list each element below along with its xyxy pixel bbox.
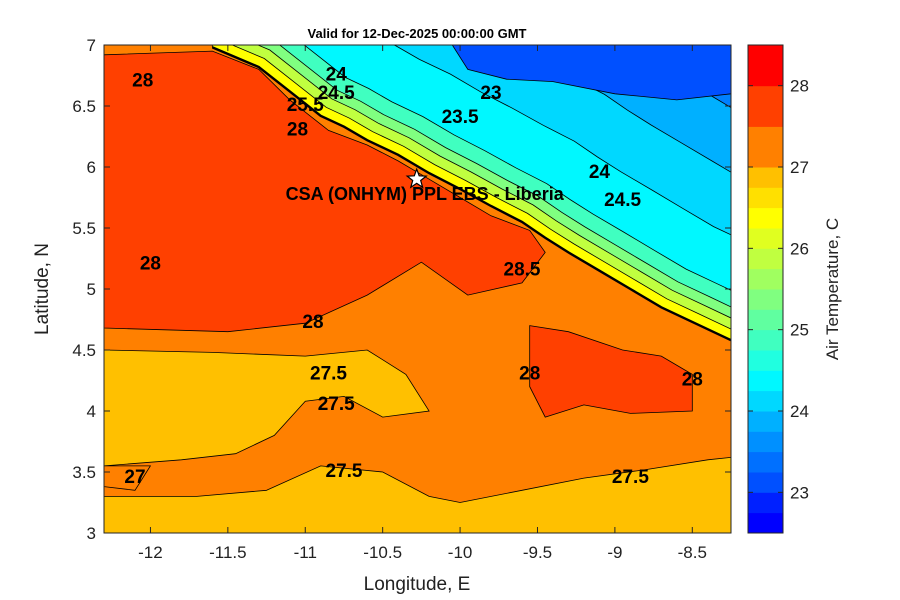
- x-tick-label: -12: [138, 543, 163, 562]
- site-label: CSA (ONHYM) PPL EBS - Liberia: [286, 184, 565, 204]
- contour-label: 23: [480, 83, 501, 104]
- y-tick-label: 6: [87, 158, 96, 177]
- star-icon: [405, 167, 428, 189]
- colorbar-swatch: [748, 207, 783, 229]
- contour-label: 25.5: [287, 95, 324, 116]
- colorbar-swatch: [748, 512, 783, 534]
- x-tick-label: -10.5: [363, 543, 402, 562]
- contour-label: 28: [302, 312, 323, 333]
- colorbar-swatch: [748, 431, 783, 453]
- colorbar-tick-label: 23: [790, 483, 809, 502]
- x-tick-label: -9: [607, 543, 622, 562]
- colorbar-swatch: [748, 329, 783, 351]
- colorbar-tick-label: 24: [790, 402, 809, 421]
- region-27.5-2: [104, 349, 430, 467]
- contour-label: 27.5: [612, 467, 649, 488]
- contour-label: 24: [589, 162, 611, 183]
- y-axis-label: Latitude, N: [32, 243, 53, 335]
- contour-label: 27.5: [318, 394, 355, 415]
- y-tick-label: 4.5: [72, 341, 96, 360]
- y-tick-label: 6.5: [72, 97, 96, 116]
- band-23-core: [451, 45, 731, 101]
- temperature-regions: [104, 50, 731, 533]
- colorbar-tick-label: 26: [790, 239, 809, 258]
- colorbar-swatch: [748, 472, 783, 493]
- y-tick-label: 4: [87, 402, 96, 421]
- y-tick-label: 5.5: [72, 219, 96, 238]
- coastline-line: [211, 46, 731, 342]
- region-27.5-3: [104, 456, 731, 533]
- colorbar-swatch: [748, 45, 783, 87]
- contour-label: 24.5: [604, 190, 641, 211]
- colorbar-swatch: [748, 492, 783, 514]
- colorbar-tick-label: 25: [790, 321, 809, 340]
- x-tick-label: -11.5: [209, 543, 247, 562]
- colorbar-swatch: [748, 390, 783, 412]
- contour-label: 28: [287, 119, 308, 140]
- region-28-1: [529, 325, 693, 418]
- contour-label: 27.5: [310, 363, 347, 384]
- contour-label: 27.5: [326, 461, 363, 482]
- site-marker: CSA (ONHYM) PPL EBS - Liberia: [286, 167, 565, 204]
- y-tick-label: 3: [87, 524, 96, 543]
- x-tick-label: -9.5: [523, 543, 552, 562]
- colorbar-label: Air Temperature, C: [823, 218, 842, 360]
- y-tick-label: 7: [87, 36, 96, 55]
- colorbar-swatch: [748, 167, 783, 188]
- x-tick-label: -11: [294, 543, 317, 562]
- x-axis: -12 -11.5 -11 -10.5 -10 -9.5 -9 -8.5: [138, 45, 707, 562]
- coastline: [211, 46, 731, 342]
- colorbar-tick-label: 27: [790, 158, 809, 177]
- colorbar-swatch: [748, 350, 783, 371]
- x-axis-label: Longitude, E: [364, 574, 471, 595]
- contour-label: 28: [140, 254, 161, 275]
- y-tick-label: 5: [87, 280, 96, 299]
- colorbar-swatch: [748, 268, 783, 290]
- colorbar-swatch: [748, 309, 783, 331]
- x-tick-label: -10: [448, 543, 473, 562]
- contour-label: 24.5: [318, 83, 355, 104]
- y-axis: 3 3.5 4 4.5 5 5.5 6 6.5 7: [72, 36, 731, 543]
- region-27-4: [104, 465, 152, 491]
- colorbar-swatch: [748, 187, 783, 209]
- colorbar-swatch: [748, 451, 783, 473]
- colorbar-swatch: [748, 289, 783, 310]
- contour-label: 28: [682, 370, 703, 391]
- colorbar-swatch: [748, 248, 783, 270]
- contour-label: 27: [124, 467, 145, 488]
- colorbar-frame: [747, 44, 784, 534]
- x-tick-label: -8.5: [678, 543, 707, 562]
- colorbar-swatch: [748, 126, 783, 168]
- contour-label: 28.5: [504, 260, 541, 281]
- chart-title: Valid for 12-Dec-2025 00:00:00 GMT: [308, 26, 527, 41]
- colorbar-swatch: [748, 370, 783, 392]
- contour-label: 28: [519, 363, 540, 384]
- contour-label: 28: [132, 71, 153, 92]
- y-tick-label: 3.5: [72, 463, 96, 482]
- colorbar-swatch: [748, 85, 783, 127]
- colorbar-tick-label: 28: [790, 77, 809, 96]
- colorbar-swatch: [748, 411, 783, 432]
- contour-label: 23.5: [442, 107, 479, 128]
- contour-label: 24: [326, 65, 348, 86]
- region-28-0: [104, 50, 546, 333]
- colorbar-swatch: [748, 228, 783, 249]
- coastal-cold-bands: [211, 45, 731, 341]
- colorbar: 23 24 25 26 27 28: [747, 44, 809, 534]
